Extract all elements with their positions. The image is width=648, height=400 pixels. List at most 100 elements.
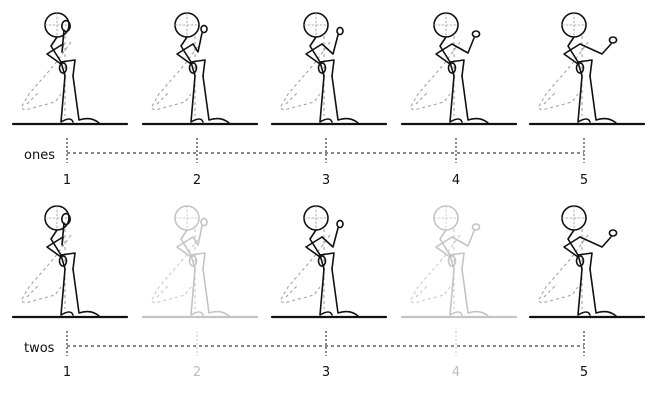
figure-hip-hand: [447, 255, 457, 267]
ghost-detail-line: [543, 284, 557, 298]
figure-leg-left: [577, 268, 591, 316]
figure-back-arm: [176, 43, 194, 65]
figure-hip-hand: [447, 62, 457, 74]
head-guide-lines: [303, 205, 329, 231]
ghost-detail-line: [26, 91, 40, 105]
figure-waving-arm: [192, 225, 203, 246]
onion-skin-ghost: [279, 36, 331, 116]
head-guide-lines: [303, 12, 329, 38]
row-ones: ones 1 2 3 4 5: [11, 12, 646, 188]
head-guide-lines: [174, 12, 200, 38]
figure-hips: [60, 252, 76, 270]
frame-number: 3: [322, 173, 330, 188]
stick-figure: [270, 205, 388, 319]
figure-leg-right: [589, 268, 617, 317]
figure-torso: [309, 229, 325, 270]
figure-hip-hand: [317, 62, 327, 74]
ghost-detail-line: [415, 91, 429, 105]
figure-leg-right: [202, 268, 230, 317]
figure-waving-hand: [471, 30, 481, 38]
stick-figure: [528, 205, 646, 319]
figure-waving-arm: [579, 43, 612, 55]
figure-back-arm: [305, 236, 323, 258]
figure-hip-hand: [58, 62, 68, 74]
figure-waving-hand: [60, 212, 71, 226]
figure-torso: [180, 229, 196, 270]
ghost-detail-line: [285, 91, 299, 105]
figure-waving-arm: [61, 222, 65, 246]
ghost-detail-line: [543, 91, 557, 105]
figure-waving-arm: [321, 227, 339, 248]
figure-torso: [50, 36, 66, 77]
figure-leg-left: [60, 268, 74, 316]
figure-back-arm: [305, 43, 323, 65]
onion-skin-ghost: [537, 229, 589, 309]
stick-figure: [141, 12, 259, 126]
frame-number: 1: [63, 173, 71, 188]
figure-waving-hand: [471, 223, 481, 231]
figure-hips: [449, 252, 465, 270]
figure-waving-arm: [321, 34, 339, 55]
figure-body: [303, 12, 359, 124]
figure-hips: [60, 59, 76, 77]
figure-leg-left: [449, 268, 463, 316]
figure-torso: [439, 36, 455, 77]
figure-waving-hand: [336, 219, 344, 229]
frame-number: 2: [193, 365, 201, 380]
head-guide-lines: [433, 205, 459, 231]
figure-waving-arm: [451, 230, 475, 247]
figure-hip-hand: [58, 255, 68, 267]
onion-skin-ghost: [20, 229, 72, 309]
figure-hip-hand: [188, 255, 198, 267]
row-label-ones: ones: [24, 148, 55, 163]
stick-figure: [11, 205, 129, 319]
frame-number: 4: [452, 365, 460, 380]
frame-number: 5: [580, 365, 588, 380]
figure-leg-right: [331, 268, 359, 317]
figure-body: [561, 205, 618, 317]
row-twos: twos 1 2 3 4 5: [11, 205, 646, 380]
figure-torso: [567, 229, 583, 270]
figure-torso: [180, 36, 196, 77]
figure-waving-hand: [608, 229, 618, 237]
figure-leg-left: [60, 75, 74, 123]
stick-figure: [270, 12, 388, 126]
figure-leg-left: [319, 75, 333, 123]
head-guide-lines: [174, 205, 200, 231]
figure-back-arm: [46, 236, 64, 258]
figure-back-arm: [563, 236, 581, 258]
figure-torso: [567, 36, 583, 77]
frame-number: 2: [193, 173, 201, 188]
figure-waving-arm: [579, 236, 612, 248]
figure-hips: [319, 252, 335, 270]
stick-figure: [11, 12, 129, 126]
figure-body: [174, 205, 230, 317]
figure-leg-right: [72, 75, 100, 124]
head-guide-lines: [44, 12, 70, 38]
ghost-detail-line: [156, 284, 170, 298]
figure-leg-right: [331, 75, 359, 124]
figure-leg-left: [449, 75, 463, 123]
frame-number: 1: [63, 365, 71, 380]
figure-hips: [319, 59, 335, 77]
figure-waving-hand: [200, 217, 208, 227]
row-label-twos: twos: [24, 341, 55, 356]
frame-number: 4: [452, 173, 460, 188]
figure-waving-hand: [200, 24, 208, 34]
figure-hips: [449, 59, 465, 77]
frame-number: 5: [580, 173, 588, 188]
figure-back-arm: [46, 43, 64, 65]
figure-leg-right: [72, 268, 100, 317]
stick-figure: [400, 12, 518, 126]
figure-hip-hand: [317, 255, 327, 267]
onion-skin-ghost: [409, 36, 461, 116]
figure-waving-arm: [61, 29, 65, 53]
frame-number: 3: [322, 365, 330, 380]
figure-back-arm: [435, 236, 453, 258]
figure-back-arm: [563, 43, 581, 65]
figure-back-arm: [176, 236, 194, 258]
figure-hip-hand: [575, 62, 585, 74]
onion-skin-ghost: [150, 36, 202, 116]
figure-leg-left: [577, 75, 591, 123]
